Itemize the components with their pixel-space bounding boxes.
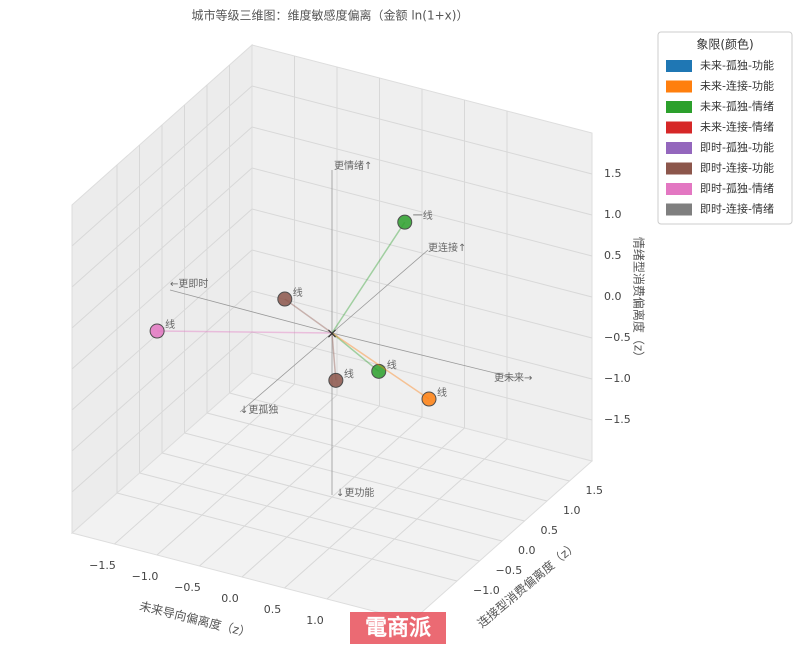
legend-swatch <box>666 142 692 154</box>
guide-line <box>239 332 333 413</box>
grid-line <box>71 208 593 370</box>
stem <box>331 221 406 334</box>
point <box>397 214 413 230</box>
x-tick-label: 0.0 <box>221 592 239 605</box>
annotation: 更情绪↑ <box>334 159 372 172</box>
grid-line <box>71 85 593 247</box>
legend-swatch <box>666 203 692 216</box>
point <box>277 291 293 307</box>
point <box>421 391 437 407</box>
point-label: 线 <box>387 358 397 371</box>
grid-line <box>71 331 593 493</box>
legend-label: 未来-连接-功能 <box>700 79 774 93</box>
stem <box>284 298 333 334</box>
legend-swatch <box>666 162 692 175</box>
chart-title: 城市等级三维图：维度敏感度偏离（金额 ln(1+x)） <box>192 8 469 23</box>
axes-box: −1.5 −1.0 −0.5 0.0 0.5 1.0 −1.0 −0.5 0.0 0.5 1.0 1.… <box>70 43 631 627</box>
annotation: ←更即时 <box>170 278 208 290</box>
legend-label: 未来-连接-情绪 <box>700 120 774 134</box>
watermark-box <box>350 612 446 644</box>
legend-swatch <box>666 80 692 93</box>
legend-swatch <box>666 60 692 72</box>
legend-label: 即时-孤独-情绪 <box>700 181 774 195</box>
point <box>371 363 387 379</box>
legend-title: 象限(颜色) <box>696 37 753 52</box>
point <box>328 372 344 388</box>
legend-swatch <box>666 121 692 134</box>
legend: 象限(颜色) 未来-孤独-功能未来-连接-功能未来-孤独-情绪未来-连接-情绪即… <box>657 31 793 225</box>
annotation: ↓更功能 <box>336 486 374 499</box>
point <box>149 323 165 339</box>
z-tick-label: −1.0 <box>604 372 631 385</box>
guide-line <box>331 249 429 334</box>
z-tick-label: 1.0 <box>604 208 622 221</box>
x-tick-label: −1.0 <box>132 570 159 583</box>
grid-line <box>71 126 593 288</box>
legend-swatch <box>666 183 692 195</box>
legend-label: 即时-连接-功能 <box>700 161 774 175</box>
z-tick-label: −0.5 <box>604 331 631 344</box>
grid-line <box>71 167 593 329</box>
legend-label: 未来-孤独-功能 <box>700 58 774 72</box>
y-tick-label: −0.5 <box>496 564 523 577</box>
point-label: 线 <box>165 318 175 331</box>
annotation: 更连接↑ <box>428 241 466 254</box>
y-tick-label: −1.0 <box>473 584 500 597</box>
stem <box>157 330 333 334</box>
guide-line <box>169 289 333 334</box>
annotation: ↓更孤独 <box>240 403 278 416</box>
z-axis-label: 情绪型消费偏离度（z） <box>632 237 647 363</box>
legend-label: 即时-孤独-功能 <box>700 140 774 154</box>
origin: × <box>326 326 338 342</box>
point-label: 线 <box>344 367 354 380</box>
z-tick-label: 0.5 <box>604 249 622 262</box>
legend-swatch <box>666 101 692 113</box>
y-tick-label: 0.0 <box>518 544 536 557</box>
legend-label: 即时-连接-情绪 <box>700 202 774 216</box>
stem <box>331 332 430 400</box>
point-label: 一线 <box>413 209 433 222</box>
grid-line <box>71 290 593 452</box>
x-tick-label: 1.0 <box>306 614 324 627</box>
z-tick-label: −1.5 <box>604 413 631 426</box>
watermark: 電商派 <box>365 615 431 641</box>
stem <box>331 332 337 381</box>
z-tick-label: 1.5 <box>604 167 622 180</box>
legend-frame <box>657 31 793 225</box>
stem <box>331 332 380 372</box>
x-tick-label: 0.5 <box>264 603 282 616</box>
z-tick-label: 0.0 <box>604 290 622 303</box>
guide-line <box>331 332 516 379</box>
legend-label: 未来-孤独-情绪 <box>700 99 774 113</box>
y-tick-label: 1.5 <box>586 484 604 497</box>
y-tick-label: 1.0 <box>563 504 581 517</box>
point-label: 线 <box>293 286 303 299</box>
x-tick-label: −0.5 <box>174 581 201 594</box>
guides <box>169 170 516 495</box>
y-tick-label: 0.5 <box>541 524 559 537</box>
annotation: 更未来→ <box>494 372 532 384</box>
x-tick-label: −1.5 <box>89 559 116 572</box>
point-label: 线 <box>437 386 447 399</box>
